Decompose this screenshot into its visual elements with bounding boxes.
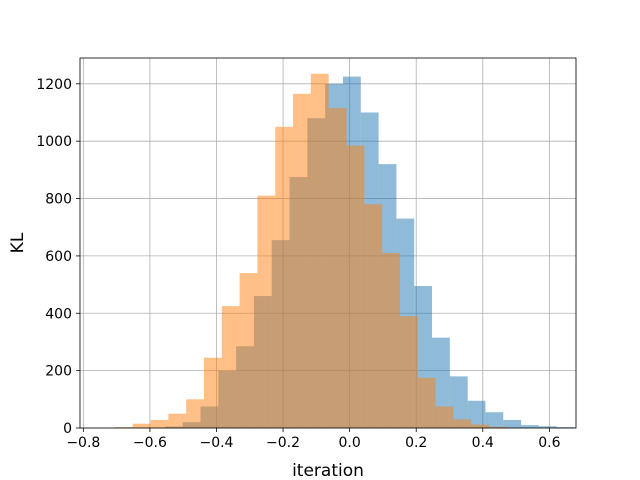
x-tick-label: −0.6 <box>133 435 167 451</box>
histogram-bar-series-2 <box>328 108 347 429</box>
histogram-bar-series-2 <box>186 399 204 428</box>
x-axis-label: iteration <box>292 461 364 480</box>
bars-layer <box>114 73 575 429</box>
y-tick-label: 600 <box>45 249 72 265</box>
histogram-bar-series-1 <box>467 400 486 428</box>
ticks-layer: −0.8 −0.6 −0.4 −0.2 0.0 0.2 0.4 0.6 0 200 400 600 80… <box>36 77 560 451</box>
histogram-bar-series-2 <box>257 195 276 428</box>
histogram-bar-series-1 <box>432 337 450 428</box>
y-tick-label: 1000 <box>36 134 72 150</box>
histogram-bar-series-2 <box>204 357 222 428</box>
histogram-bar-series-1 <box>556 427 575 428</box>
histogram-bar-series-1 <box>449 376 468 428</box>
histogram-bar-series-2 <box>293 93 311 428</box>
x-tick-label: −0.8 <box>66 435 100 451</box>
y-tick-label: 200 <box>45 364 72 380</box>
y-axis-label: KL <box>8 232 28 253</box>
histogram-bar-series-2 <box>168 413 187 428</box>
histogram-bar-series-2 <box>399 316 418 428</box>
y-tick-label: 800 <box>45 192 72 208</box>
x-tick-label: 0.2 <box>405 435 427 451</box>
histogram-bar-series-2 <box>275 126 294 428</box>
histogram-bar-series-2 <box>453 419 472 428</box>
histogram-bar-series-2 <box>435 406 454 428</box>
histogram-bar-series-2 <box>114 427 133 428</box>
histogram-bar-series-1 <box>521 425 539 428</box>
histogram-bar-series-1 <box>485 412 504 428</box>
histogram-bar-series-2 <box>364 204 383 428</box>
histogram-bar-series-2 <box>346 145 365 428</box>
histogram-bar-series-2 <box>310 73 329 428</box>
y-tick-label: 0 <box>63 421 72 437</box>
histogram-bar-series-2 <box>471 424 489 428</box>
x-tick-label: 0.4 <box>472 435 494 451</box>
x-tick-label: −0.2 <box>266 435 300 451</box>
histogram-bar-series-2 <box>221 306 240 428</box>
histogram-bar-series-2 <box>132 423 151 428</box>
x-tick-label: −0.4 <box>199 435 233 451</box>
x-tick-label: 0.6 <box>538 435 560 451</box>
histogram-bar-series-1 <box>538 426 557 428</box>
y-tick-label: 400 <box>45 306 72 322</box>
x-tick-label: 0.0 <box>339 435 361 451</box>
y-tick-label: 1200 <box>36 77 72 93</box>
histogram-bar-series-2 <box>488 426 507 428</box>
histogram-bar-series-2 <box>239 273 258 428</box>
axes-frame <box>79 57 577 429</box>
histogram-bar-series-1 <box>503 419 522 428</box>
histogram-bar-series-2 <box>382 253 400 428</box>
histogram-bar-series-2 <box>150 419 169 428</box>
histogram-bar-series-2 <box>417 377 436 428</box>
